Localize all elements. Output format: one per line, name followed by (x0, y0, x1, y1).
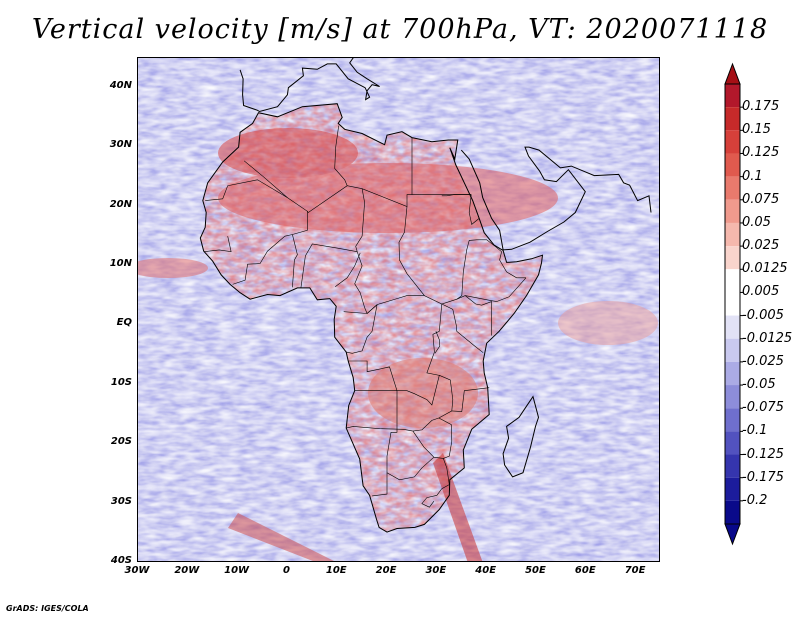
country-border (441, 194, 472, 197)
country-border (348, 303, 443, 406)
country-border (204, 236, 232, 253)
country-border (456, 239, 526, 300)
colorbar-level-label: -0.125 (742, 446, 784, 462)
lat-tick-label: 10S (110, 376, 132, 388)
colorbar-min-arrow (724, 523, 741, 546)
colorbar-level-label: 0.025 (742, 238, 780, 254)
country-border (386, 456, 435, 481)
country-border (205, 179, 288, 201)
red-bands (138, 128, 658, 561)
lat-tick-label: 20N (109, 198, 132, 210)
colorbar-swatch (725, 408, 740, 432)
lat-tick-label: EQ (116, 317, 132, 329)
country-border (451, 387, 490, 412)
country-border (305, 243, 358, 256)
lon-tick-label: 10E (325, 565, 347, 576)
country-border (346, 426, 413, 432)
country-border (243, 160, 472, 213)
country-borders (204, 125, 527, 508)
country-border (343, 304, 378, 314)
colorbar-swatch (725, 222, 740, 247)
colorbar-swatch (725, 84, 740, 108)
colorbar (724, 62, 743, 546)
country-border (354, 188, 425, 315)
colorbar-border (724, 83, 741, 525)
country-border (412, 375, 454, 432)
colorbar-max-arrow (724, 62, 741, 85)
colorbar-level-label: -0.2 (742, 492, 768, 508)
credit-text: GrADS: IGES/COLA (6, 604, 89, 613)
colorbar-level-label: -0.175 (742, 469, 784, 485)
lon-tick-label: 60E (574, 565, 596, 576)
colorbar-level-label: -0.075 (742, 400, 784, 416)
colorbar-level-label: 0.175 (742, 99, 780, 115)
colorbar-level-label: 0.15 (742, 122, 771, 138)
lat-tick-label: 40S (110, 555, 132, 566)
country-border (421, 458, 450, 508)
colorbar-swatch (725, 292, 740, 316)
vertical-velocity-map (138, 58, 659, 561)
lon-tick-label: 30E (425, 565, 447, 576)
colorbar-level-label: -0.005 (742, 307, 784, 323)
lon-tick-label: 20W (174, 565, 200, 576)
country-border (354, 390, 398, 497)
country-border (232, 211, 308, 285)
country-border (468, 194, 480, 225)
colorbar-swatch (725, 454, 740, 478)
colorbar-level-label: -0.05 (742, 377, 776, 393)
colorbar-swatch (725, 385, 740, 409)
lat-tick-label: 10N (109, 257, 132, 269)
lat-tick-label: 30S (110, 495, 132, 507)
colorbar-swatch (725, 361, 740, 386)
colorbar-swatch (725, 153, 740, 177)
colorbar-level-label: -0.025 (742, 353, 784, 369)
lon-tick-label: 0 (282, 565, 290, 576)
lat-tick-label: 40N (109, 79, 132, 91)
lon-tick-label: 70E (624, 565, 646, 576)
colorbar-swatch (725, 130, 740, 154)
lon-tick-label: 50E (525, 565, 546, 576)
country-border (434, 331, 441, 354)
country-border (334, 125, 348, 186)
lat-tick-label: 20S (110, 436, 132, 448)
country-border (465, 295, 492, 336)
country-border (292, 234, 298, 288)
colorbar-swatch (725, 338, 740, 362)
map-panel (137, 57, 660, 562)
lon-tick-label: 40E (475, 565, 497, 576)
lon-tick-label: 30W (124, 565, 150, 576)
colorbar-swatch (725, 246, 740, 270)
country-border (346, 304, 378, 354)
colorbar-swatch (725, 107, 740, 131)
colorbar-level-label: 0.005 (742, 284, 780, 300)
colorbar-level-label: 0.05 (742, 214, 771, 230)
colorbar-swatch (725, 315, 740, 339)
lon-tick-label: 10W (224, 565, 250, 576)
lat-tick-label: 30N (109, 139, 132, 151)
colorbar-swatch (725, 477, 740, 501)
country-border (300, 255, 306, 288)
coastline (199, 58, 652, 533)
colorbar-swatch (725, 176, 740, 200)
colorbar-swatch (725, 500, 740, 524)
colorbar-swatch (725, 269, 740, 293)
country-border (441, 303, 484, 353)
country-border (335, 252, 361, 287)
colorbar-level-label: -0.1 (742, 423, 768, 439)
lon-tick-label: 20E (375, 565, 397, 576)
colorbar-level-label: 0.125 (742, 145, 780, 161)
country-border (412, 417, 453, 459)
map-title: Vertical velocity [m/s] at 700hPa, VT: 2… (31, 14, 769, 45)
colorbar-level-label: 0.0125 (742, 261, 788, 277)
colorbar-swatch (725, 199, 740, 223)
colorbar-level-label: -0.0125 (742, 330, 793, 346)
colorbar-level-label: 0.1 (742, 168, 763, 184)
colorbar-level-label: 0.075 (742, 191, 780, 207)
colorbar-swatch (725, 431, 740, 455)
